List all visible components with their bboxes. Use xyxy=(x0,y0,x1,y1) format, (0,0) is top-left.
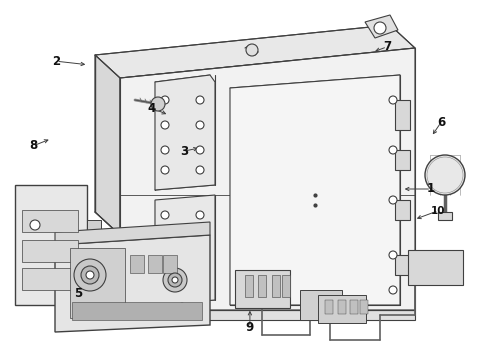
Circle shape xyxy=(161,166,169,174)
Polygon shape xyxy=(120,310,415,320)
Bar xyxy=(318,295,366,323)
Bar xyxy=(395,200,410,220)
Polygon shape xyxy=(55,235,210,332)
Polygon shape xyxy=(365,15,398,38)
Bar xyxy=(408,250,463,285)
Text: 5: 5 xyxy=(74,287,82,300)
Text: 8: 8 xyxy=(29,139,37,152)
Circle shape xyxy=(161,146,169,154)
Circle shape xyxy=(196,236,204,244)
Circle shape xyxy=(81,266,99,284)
Bar xyxy=(87,220,101,248)
Polygon shape xyxy=(155,75,215,190)
Bar xyxy=(395,255,410,275)
Text: 10: 10 xyxy=(431,206,446,216)
Bar xyxy=(22,268,78,290)
Bar xyxy=(22,210,78,232)
Bar xyxy=(338,300,346,314)
Bar xyxy=(325,300,333,314)
Circle shape xyxy=(161,236,169,244)
Bar xyxy=(163,255,177,273)
Circle shape xyxy=(161,281,169,289)
Bar xyxy=(272,275,280,297)
Bar xyxy=(130,255,144,273)
Circle shape xyxy=(389,251,397,259)
Polygon shape xyxy=(120,48,415,310)
Bar xyxy=(148,255,162,273)
Text: 1: 1 xyxy=(427,183,435,195)
Circle shape xyxy=(196,121,204,129)
Circle shape xyxy=(196,166,204,174)
Polygon shape xyxy=(230,75,400,305)
Bar xyxy=(360,300,368,314)
Circle shape xyxy=(74,259,106,291)
Circle shape xyxy=(86,271,94,279)
Circle shape xyxy=(389,196,397,204)
Bar xyxy=(395,150,410,170)
Circle shape xyxy=(168,273,182,287)
Circle shape xyxy=(389,96,397,104)
Circle shape xyxy=(161,96,169,104)
Circle shape xyxy=(161,211,169,219)
Circle shape xyxy=(30,220,40,230)
Circle shape xyxy=(196,261,204,269)
Bar xyxy=(300,290,342,320)
Circle shape xyxy=(177,300,187,310)
Text: 3: 3 xyxy=(180,145,188,158)
Circle shape xyxy=(180,303,184,307)
Bar xyxy=(70,248,125,318)
Bar xyxy=(395,100,410,130)
Circle shape xyxy=(374,22,386,34)
Circle shape xyxy=(172,277,178,283)
Bar xyxy=(72,302,202,320)
Circle shape xyxy=(425,155,465,195)
Bar xyxy=(438,212,452,220)
Polygon shape xyxy=(165,293,200,317)
Text: 4: 4 xyxy=(148,102,156,114)
Circle shape xyxy=(196,281,204,289)
Circle shape xyxy=(389,286,397,294)
Polygon shape xyxy=(95,55,120,235)
Bar xyxy=(282,275,290,297)
Bar xyxy=(235,270,290,308)
Polygon shape xyxy=(95,25,415,78)
Bar xyxy=(258,275,266,297)
Bar xyxy=(22,240,78,262)
Circle shape xyxy=(246,44,258,56)
Circle shape xyxy=(161,261,169,269)
Text: 6: 6 xyxy=(437,116,445,129)
Circle shape xyxy=(161,121,169,129)
Text: 9: 9 xyxy=(246,321,254,334)
Circle shape xyxy=(389,146,397,154)
Circle shape xyxy=(196,211,204,219)
Polygon shape xyxy=(55,222,210,245)
Bar xyxy=(350,300,358,314)
Circle shape xyxy=(163,268,187,292)
Circle shape xyxy=(151,97,165,111)
Circle shape xyxy=(196,96,204,104)
Text: 7: 7 xyxy=(383,40,391,53)
Polygon shape xyxy=(155,195,215,305)
Text: 2: 2 xyxy=(52,55,60,68)
Bar xyxy=(245,275,253,297)
Circle shape xyxy=(196,146,204,154)
Bar xyxy=(15,185,87,305)
